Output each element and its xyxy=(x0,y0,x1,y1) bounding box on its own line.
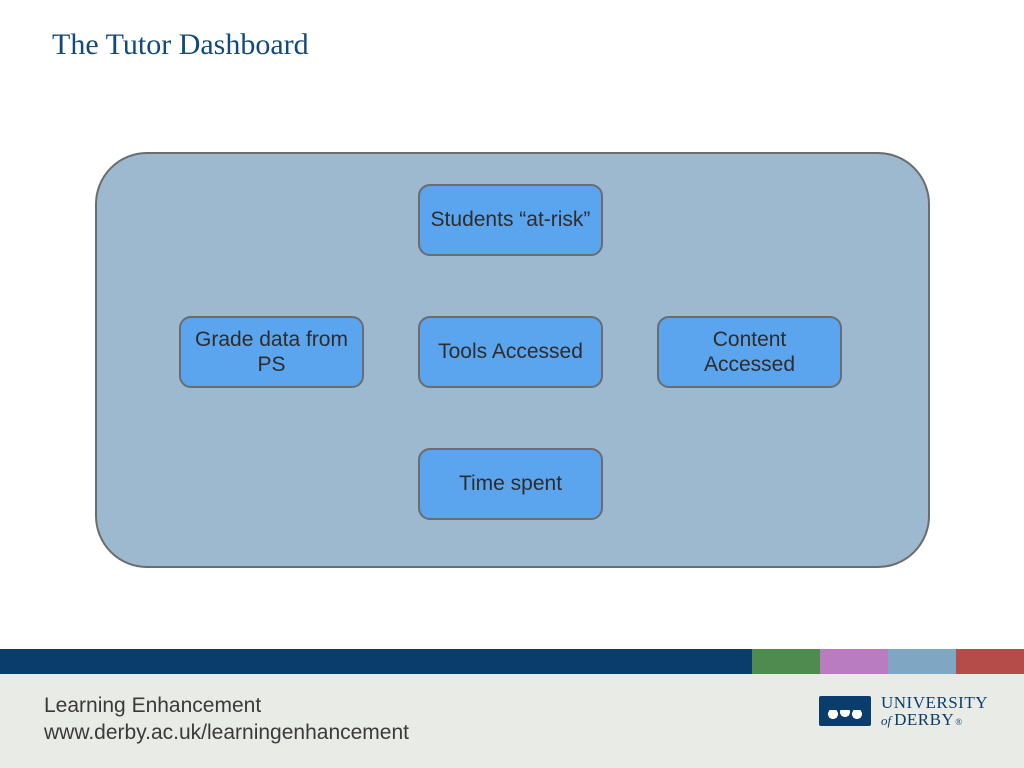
footer-accent-bar xyxy=(0,649,1024,674)
registered-icon: ® xyxy=(955,718,962,727)
node-tools-accessed: Tools Accessed xyxy=(418,316,603,388)
page-title: The Tutor Dashboard xyxy=(52,28,309,62)
bar-segment-green xyxy=(752,649,820,674)
node-content-accessed: Content Accessed xyxy=(657,316,842,388)
bar-segment-main xyxy=(0,649,752,674)
logo-of: of xyxy=(881,714,891,727)
bar-segment-red xyxy=(956,649,1024,674)
logo-uni: UNIVERSITY xyxy=(881,694,988,711)
slide: The Tutor Dashboard Students “at-risk” G… xyxy=(0,0,1024,768)
node-grade-data: Grade data from PS xyxy=(179,316,364,388)
node-students-at-risk: Students “at-risk” xyxy=(418,184,603,256)
node-time-spent: Time spent xyxy=(418,448,603,520)
bar-segment-purple xyxy=(820,649,888,674)
footer-line1: Learning Enhancement xyxy=(44,692,409,719)
logo-text: UNIVERSITY of DERBY ® xyxy=(881,694,988,728)
logo-mark-icon xyxy=(819,696,871,726)
bar-segment-blue xyxy=(888,649,956,674)
university-logo: UNIVERSITY of DERBY ® xyxy=(819,694,988,728)
footer-line2: www.derby.ac.uk/learningenhancement xyxy=(44,719,409,746)
logo-derby: DERBY xyxy=(894,711,954,728)
footer-text: Learning Enhancement www.derby.ac.uk/lea… xyxy=(44,692,409,747)
